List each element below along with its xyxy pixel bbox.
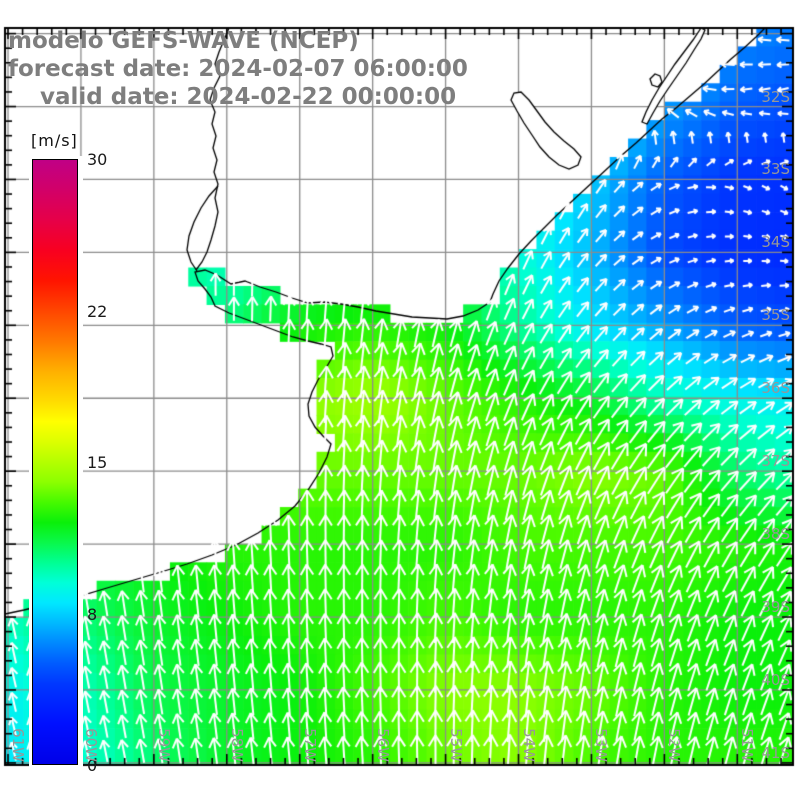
lat-label: 36S [761, 379, 790, 398]
colorbar-tick-label: 22 [87, 301, 108, 321]
lat-label: 38S [761, 525, 790, 544]
lat-label: 41S [761, 743, 790, 762]
lat-label: 33S [761, 160, 790, 179]
lat-label: 39S [761, 598, 790, 617]
model-title: modelo GEFS-WAVE (NCEP) [8, 28, 359, 54]
lon-label: 56W [373, 728, 392, 762]
valid-date-label: valid date: 2024-02-22 00:00:00 [40, 84, 457, 110]
lon-label: 54W [519, 728, 538, 762]
forecast-date-label: forecast date: 2024-02-07 06:00:00 [8, 56, 468, 82]
lon-label: 52W [665, 728, 684, 762]
lon-label: 58W [227, 728, 246, 762]
lat-label: 35S [761, 306, 790, 325]
lon-label: 51W [738, 728, 757, 762]
colorbar-gradient [32, 159, 78, 765]
colorbar-tick-label: 30 [87, 150, 108, 169]
colorbar-tick-label: 15 [87, 453, 108, 472]
colorbar-tick-label: 8 [87, 604, 98, 624]
lat-label: 37S [761, 452, 790, 471]
colorbar-unit-label: [m/s] [31, 131, 78, 150]
lon-label: 61W [9, 728, 27, 762]
lat-label: 32S [761, 87, 790, 106]
lat-label: 34S [761, 233, 790, 252]
lat-label: 40S [761, 670, 790, 689]
lon-label: 59W [154, 728, 173, 762]
lon-label: 53W [592, 728, 611, 762]
lon-label: 57W [300, 728, 319, 762]
colorbar [29, 156, 83, 770]
lon-label: 55W [446, 728, 465, 762]
lon-label: 60W [81, 728, 100, 762]
colorbar-tick-label: 0 [87, 756, 98, 775]
